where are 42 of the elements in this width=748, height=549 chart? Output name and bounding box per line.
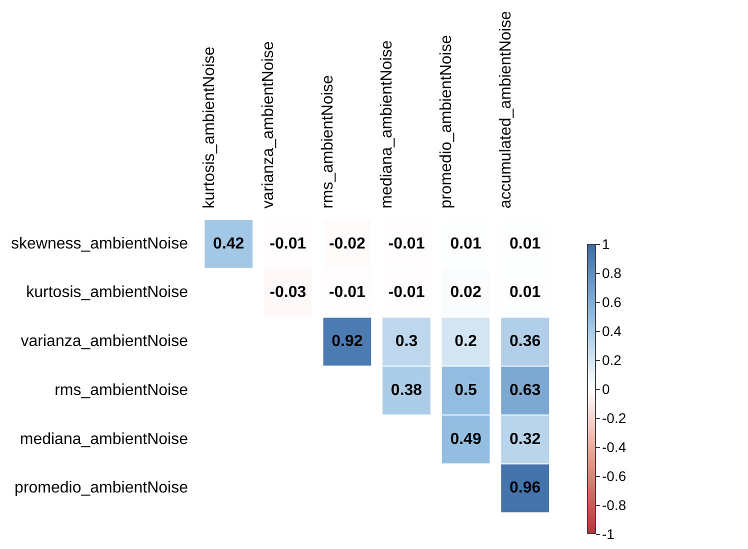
data-label: 0.38 xyxy=(390,382,422,399)
data-label: -0.01 xyxy=(388,284,425,302)
x-tick-label: accumulated_ambientNoise xyxy=(497,10,514,208)
data-label: -0.02 xyxy=(328,235,366,252)
color-bar-label: -0.4 xyxy=(602,438,626,456)
color-bar-label: 0 xyxy=(602,380,610,398)
color-bar-label: 0.8 xyxy=(602,264,622,282)
data-label: -0.01 xyxy=(388,235,425,252)
y-tick-label: skewness_ambientNoise xyxy=(10,235,188,252)
color-bar-label: 0.6 xyxy=(602,293,622,311)
data-label: -0.03 xyxy=(270,284,306,302)
y-tick-label: varianza_ambientNoise xyxy=(20,333,188,350)
data-label: 0.5 xyxy=(454,382,477,399)
y-tick-label: promedio_ambientNoise xyxy=(14,480,188,497)
color-bar-label: -1 xyxy=(602,525,614,543)
data-label: 0.01 xyxy=(450,235,482,252)
data-label: 0.01 xyxy=(510,235,541,252)
data-label: 0.42 xyxy=(213,235,244,252)
color-bar-label: 0.2 xyxy=(602,351,622,369)
data-label: 0.2 xyxy=(454,333,477,350)
data-label: -0.01 xyxy=(270,235,306,252)
y-tick-label: rms_ambientNoise xyxy=(54,382,188,399)
data-label: 0.63 xyxy=(510,382,541,399)
data-label: 0.92 xyxy=(332,333,363,350)
data-label: 0.49 xyxy=(450,430,482,448)
x-tick-label: promedio_ambientNoise xyxy=(438,34,455,208)
data-label: 0.01 xyxy=(510,284,541,302)
data-label: 0.96 xyxy=(510,480,541,497)
x-tick-label: mediana_ambientNoise xyxy=(378,40,396,208)
data-label: 0.02 xyxy=(450,284,482,302)
data-label: -0.01 xyxy=(328,284,366,302)
data-label: 0.32 xyxy=(510,430,541,448)
y-tick-label: kurtosis_ambientNoise xyxy=(26,284,188,302)
y-tick-label: mediana_ambientNoise xyxy=(20,430,188,448)
data-label: 0.36 xyxy=(510,333,541,350)
data-label: 0.3 xyxy=(395,333,418,350)
color-bar-label: 1 xyxy=(602,235,610,253)
x-tick-label: rms_ambientNoise xyxy=(319,74,336,208)
color-bar-label: -0.2 xyxy=(602,409,626,427)
color-bar-label: -0.6 xyxy=(602,467,626,485)
color-bar-label: -0.8 xyxy=(602,496,626,514)
color-bar-label: 0.4 xyxy=(602,322,622,340)
